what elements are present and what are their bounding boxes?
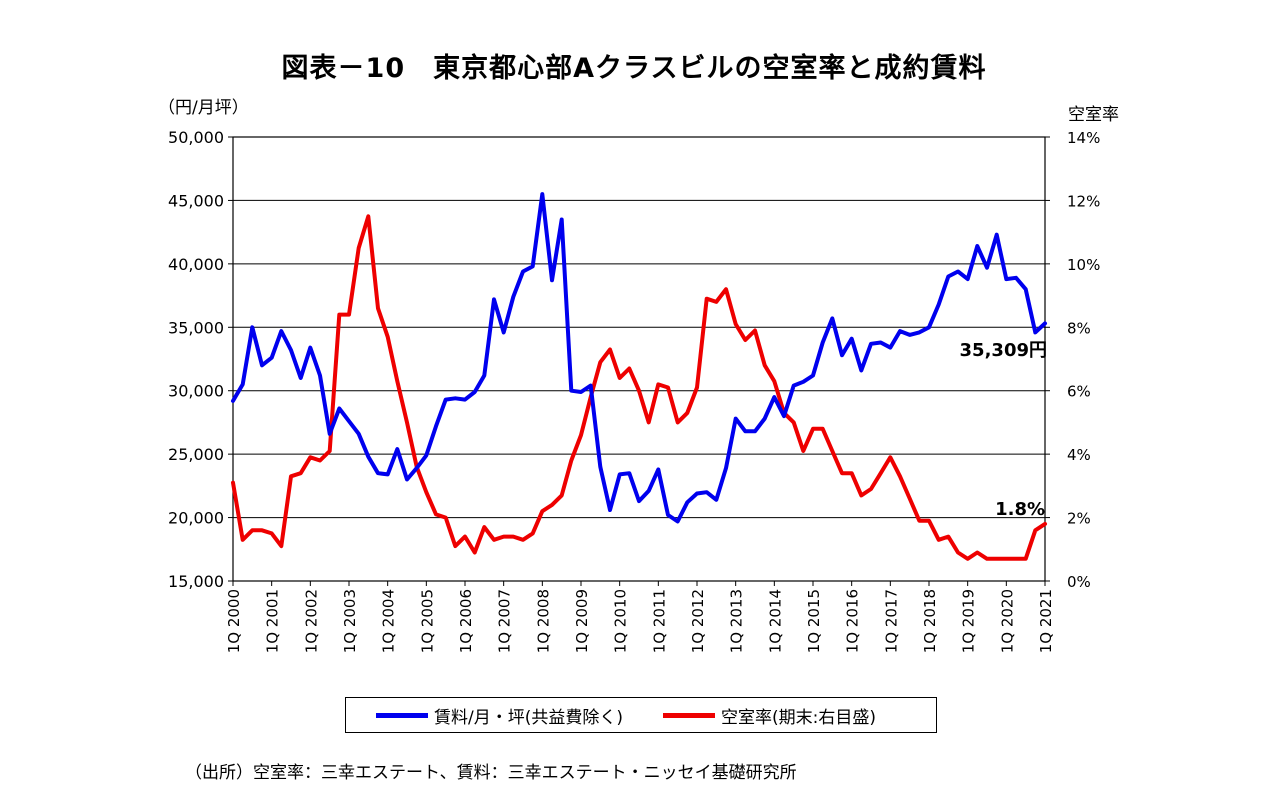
x-tick-label: 1Q 2004 [380, 589, 398, 653]
right-tick-label: 10% [1067, 256, 1100, 274]
x-tick-label: 1Q 2009 [573, 589, 591, 653]
legend-label-vacancy: 空室率(期末:右目盛) [721, 707, 876, 728]
x-tick-label: 1Q 2018 [921, 589, 939, 653]
left-tick-label: 50,000 [168, 128, 224, 147]
gridlines [233, 199, 1045, 519]
x-tick-label: 1Q 2019 [960, 589, 978, 653]
chart-legend: 賃料/月・坪(共益費除く) 空室率(期末:右目盛) [345, 697, 937, 733]
legend-item-rent: 賃料/月・坪(共益費除く) [376, 703, 623, 728]
left-tick-label: 40,000 [168, 255, 224, 274]
x-tick-label: 1Q 2001 [264, 589, 282, 653]
left-tick-label: 15,000 [168, 572, 224, 591]
x-axis-ticks: 1Q 2000 1Q 2001 1Q 2002 1Q 2003 1Q 2004 1Q 20… [225, 581, 1055, 653]
x-tick-label: 1Q 2021 [1037, 589, 1055, 653]
right-tick-label: 6% [1067, 383, 1091, 401]
left-tick-label: 30,000 [168, 382, 224, 401]
x-tick-label: 1Q 2015 [805, 589, 823, 653]
plot-frame [232, 136, 1046, 582]
rent-last-value-label: 35,309円 [960, 340, 1047, 361]
left-tick-label: 20,000 [168, 509, 224, 528]
right-tick-label: 12% [1067, 192, 1100, 210]
x-tick-label: 1Q 2017 [882, 589, 900, 653]
right-tick-label: 0% [1067, 573, 1091, 591]
right-axis-unit: 空室率 [1068, 105, 1119, 125]
left-axis-ticks: 15,000 20,000 25,000 30,000 35,000 40,000 45,0… [168, 128, 233, 591]
x-tick-label: 1Q 2011 [650, 589, 668, 653]
left-tick-label: 35,000 [168, 318, 224, 337]
x-tick-label: 1Q 2006 [457, 589, 475, 653]
legend-item-vacancy: 空室率(期末:右目盛) [663, 703, 876, 728]
right-tick-label: 4% [1067, 446, 1091, 464]
right-axis-ticks: 0% 2% 4% 6% 8% 10% 12% 14% [1045, 129, 1100, 591]
x-tick-label: 1Q 2008 [534, 589, 552, 653]
x-tick-label: 1Q 2014 [766, 589, 784, 653]
x-tick-label: 1Q 2003 [341, 589, 359, 653]
chart-title: 図表－10 東京都心部Aクラスビルの空室率と成約賃料 [281, 53, 987, 84]
x-tick-label: 1Q 2005 [418, 589, 436, 653]
x-tick-label: 1Q 2007 [496, 589, 514, 653]
legend-swatch-vacancy [663, 712, 715, 718]
left-tick-label: 25,000 [168, 445, 224, 464]
vacancy-last-value-label: 1.8% [995, 499, 1045, 520]
x-tick-label: 1Q 2020 [998, 589, 1016, 653]
left-axis-unit: （円/月坪） [158, 98, 249, 118]
left-tick-label: 45,000 [168, 191, 224, 210]
source-note: （出所）空室率：三幸エステート、賃料：三幸エステート・ニッセイ基礎研究所 [185, 763, 797, 783]
x-tick-label: 1Q 2010 [612, 589, 630, 653]
x-tick-label: 1Q 2000 [225, 589, 243, 653]
x-tick-label: 1Q 2013 [728, 589, 746, 653]
right-tick-label: 8% [1067, 319, 1091, 337]
right-tick-label: 2% [1067, 510, 1091, 528]
legend-label-rent: 賃料/月・坪(共益費除く) [434, 707, 623, 728]
legend-swatch-rent [376, 712, 428, 718]
x-tick-label: 1Q 2002 [302, 589, 320, 653]
vacancy-rate-line [231, 214, 1047, 561]
x-tick-label: 1Q 2012 [689, 589, 707, 653]
right-tick-label: 14% [1067, 129, 1100, 147]
x-tick-label: 1Q 2016 [844, 589, 862, 653]
rent-line [231, 192, 1047, 524]
